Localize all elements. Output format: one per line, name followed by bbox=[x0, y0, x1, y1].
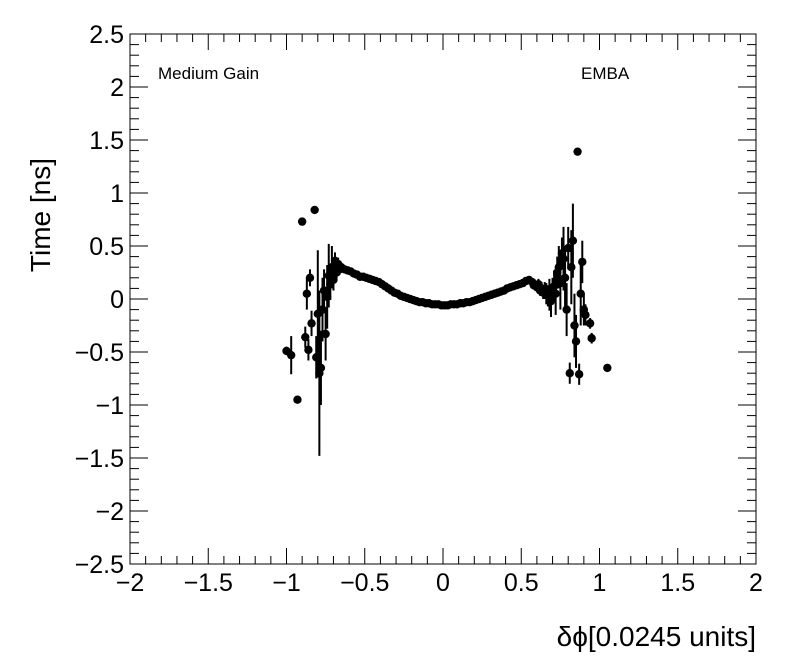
y-tick-label: 1 bbox=[110, 180, 124, 208]
data-point bbox=[565, 369, 574, 378]
data-point bbox=[578, 257, 587, 267]
y-tick-label: −0.5 bbox=[75, 339, 124, 367]
data-point bbox=[321, 329, 330, 339]
data-point bbox=[319, 286, 329, 295]
data-point bbox=[310, 205, 319, 215]
x-tick-label: −2 bbox=[116, 569, 145, 597]
gain-label: Medium Gain bbox=[158, 64, 259, 83]
data-points bbox=[282, 147, 612, 456]
y-tick-labels: 2.5 2 1.5 1 0.5 0 −0.5 −1 −1.5 −2 −2.5 bbox=[75, 21, 124, 579]
y-tick-label: −1.5 bbox=[75, 445, 124, 473]
x-tick-label: 1 bbox=[593, 569, 607, 597]
data-point bbox=[562, 305, 571, 314]
y-axis-title: Time [ns] bbox=[25, 158, 56, 272]
data-point bbox=[560, 273, 570, 282]
y-tick-label: −2.5 bbox=[75, 551, 124, 579]
x-tick-label: −1.5 bbox=[184, 569, 233, 597]
data-point bbox=[564, 243, 573, 253]
x-tick-label: −0.5 bbox=[340, 569, 389, 597]
partition-label: EMBA bbox=[581, 64, 630, 83]
data-point bbox=[297, 217, 307, 226]
data-point bbox=[581, 310, 590, 320]
axis-ticks bbox=[129, 33, 757, 565]
data-point bbox=[307, 319, 316, 328]
y-tick-label: −1 bbox=[95, 392, 124, 420]
data-point bbox=[587, 334, 596, 343]
data-point bbox=[567, 263, 576, 272]
y-tick-label: 0 bbox=[110, 286, 124, 314]
data-point bbox=[305, 273, 315, 282]
data-point bbox=[576, 289, 585, 298]
data-point bbox=[551, 289, 560, 298]
data-point bbox=[286, 350, 296, 360]
x-tick-label: 0 bbox=[436, 569, 450, 597]
data-point bbox=[559, 254, 568, 263]
data-point bbox=[570, 321, 579, 330]
data-point bbox=[304, 345, 313, 355]
y-tick-label: −2 bbox=[95, 498, 124, 526]
plot-frame bbox=[129, 33, 757, 565]
y-tick-label: 2.5 bbox=[89, 21, 124, 49]
y-tick-label: 1.5 bbox=[89, 127, 124, 155]
y-tick-label: 0.5 bbox=[89, 233, 124, 261]
data-point bbox=[574, 370, 584, 379]
x-tick-label: 0.5 bbox=[504, 569, 539, 597]
data-point bbox=[573, 147, 582, 156]
data-point bbox=[329, 275, 338, 285]
x-axis-title: δϕ[0.0245 units] bbox=[557, 621, 756, 652]
x-tick-label: 1.5 bbox=[660, 569, 695, 597]
data-point bbox=[302, 289, 312, 298]
x-tick-label: −1 bbox=[272, 569, 301, 597]
x-tick-labels: −2 −1.5 −1 −0.5 0 0.5 1 1.5 2 bbox=[116, 569, 763, 597]
data-point bbox=[316, 363, 326, 373]
data-point bbox=[301, 332, 310, 342]
data-point bbox=[571, 337, 581, 346]
data-point bbox=[585, 319, 595, 328]
data-point bbox=[568, 236, 578, 245]
x-tick-label: 2 bbox=[749, 569, 763, 597]
data-point bbox=[603, 363, 612, 373]
data-point bbox=[293, 395, 302, 404]
y-tick-label: 2 bbox=[110, 74, 124, 102]
